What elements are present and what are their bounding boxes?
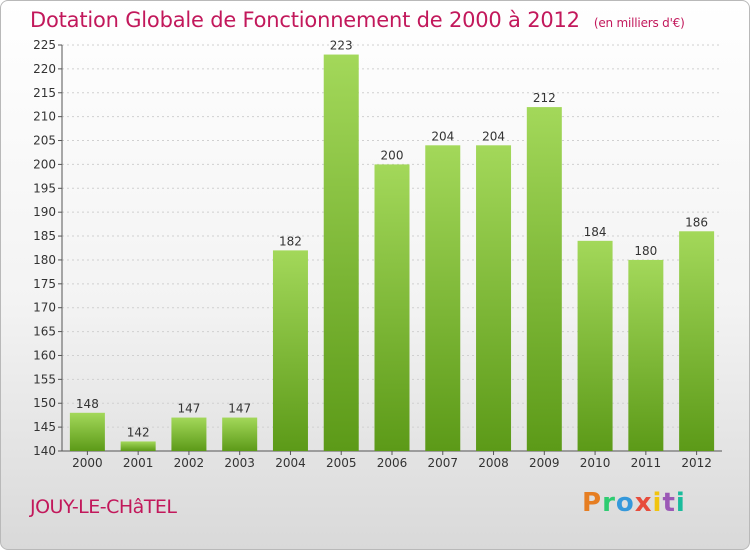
y-tick-label: 170 <box>33 301 56 315</box>
x-tick-label-2006: 2006 <box>377 456 408 470</box>
bar-2006 <box>374 164 410 452</box>
bars <box>69 54 715 452</box>
data-label-2005: 223 <box>330 39 353 53</box>
chart-title-text: Dotation Globale de Fonctionnement de 20… <box>30 8 580 32</box>
data-label-2003: 147 <box>228 402 251 416</box>
x-tick-label-2008: 2008 <box>478 456 509 470</box>
logo-letter: o <box>615 488 635 518</box>
data-label-2007: 204 <box>431 129 454 143</box>
bar-2003 <box>222 417 258 451</box>
proxiti-logo: Proxiti <box>582 488 686 518</box>
logo-letter: i <box>652 488 663 518</box>
chart-title: Dotation Globale de Fonctionnement de 20… <box>30 8 685 32</box>
x-tick-label-2007: 2007 <box>427 456 458 470</box>
bar-2009 <box>526 107 562 451</box>
y-tick-label: 190 <box>33 205 56 219</box>
x-tick-label-2002: 2002 <box>174 456 205 470</box>
logo-letter: t <box>662 488 676 518</box>
y-tick-label: 160 <box>33 348 56 362</box>
y-tick-label: 140 <box>33 444 56 458</box>
x-tick-label-2009: 2009 <box>529 456 560 470</box>
y-tick-label: 185 <box>33 229 56 243</box>
y-tick-label: 210 <box>33 110 56 124</box>
y-tick-label: 200 <box>33 157 56 171</box>
y-tick-label: 205 <box>33 134 56 148</box>
y-tick-label: 145 <box>33 420 56 434</box>
y-tick-label: 220 <box>33 62 56 76</box>
y-tick-label: 165 <box>33 325 56 339</box>
logo-letter: i <box>675 488 686 518</box>
data-label-2000: 148 <box>76 397 99 411</box>
data-labels: 148 142 147 147 182 223 200 204 204 212 184 180 186 <box>76 39 708 440</box>
x-tick-label-2000: 2000 <box>72 456 103 470</box>
logo-letter: P <box>582 488 603 518</box>
data-label-2009: 212 <box>533 91 556 105</box>
data-label-2010: 184 <box>584 225 607 239</box>
y-tick-label: 195 <box>33 181 56 195</box>
bar-2007 <box>425 145 461 451</box>
x-tick-label-2001: 2001 <box>123 456 154 470</box>
data-label-2008: 204 <box>482 129 505 143</box>
bar-2011 <box>628 259 664 451</box>
data-label-2011: 180 <box>634 244 657 258</box>
x-tick-label-2005: 2005 <box>326 456 357 470</box>
bar-2010 <box>577 240 613 451</box>
data-label-2012: 186 <box>685 215 708 229</box>
x-tick-label-2011: 2011 <box>631 456 662 470</box>
x-tick-label-2012: 2012 <box>681 456 712 470</box>
commune-name: JOUY-LE-CHâTEL <box>30 496 177 518</box>
x-tick-label-2004: 2004 <box>275 456 306 470</box>
bar-2005 <box>323 54 359 451</box>
bar-2001 <box>120 441 156 451</box>
data-label-2006: 200 <box>381 148 404 162</box>
x-tick-label-2010: 2010 <box>580 456 611 470</box>
y-tick-label: 175 <box>33 277 56 291</box>
bar-2000 <box>69 412 105 451</box>
logo-letter: r <box>602 488 616 518</box>
bar-2004 <box>272 250 308 451</box>
bar-2012 <box>679 231 715 451</box>
chart-unit: (en milliers d'€) <box>593 16 685 30</box>
x-tick-labels: 2000 2001 2002 2003 2004 2005 2006 2007 2008 2009… <box>72 456 712 470</box>
logo-letter: x <box>634 488 653 518</box>
y-tick-labels: 140 145 150 155 160 165 170 175 180 185 190 195 200 2… <box>33 38 56 458</box>
y-tick-label: 215 <box>33 86 56 100</box>
bar-2008 <box>476 145 512 451</box>
y-tick-label: 150 <box>33 396 56 410</box>
data-label-2002: 147 <box>177 402 200 416</box>
data-label-2001: 142 <box>127 425 150 439</box>
x-tick-label-2003: 2003 <box>224 456 255 470</box>
y-tick-label: 180 <box>33 253 56 267</box>
y-tick-label: 155 <box>33 372 56 386</box>
bar-2002 <box>171 417 207 451</box>
data-label-2004: 182 <box>279 234 302 248</box>
y-tick-label: 225 <box>33 38 56 52</box>
